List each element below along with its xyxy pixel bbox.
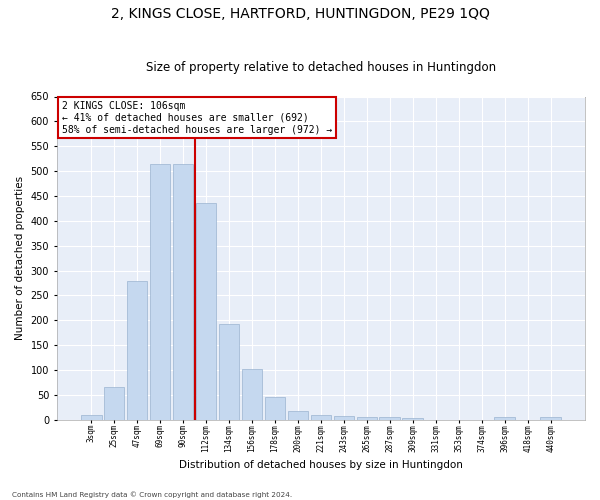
Bar <box>287 412 308 420</box>
Bar <box>150 164 170 420</box>
Title: Size of property relative to detached houses in Huntingdon: Size of property relative to detached ho… <box>146 62 496 74</box>
Text: Contains HM Land Registry data © Crown copyright and database right 2024.: Contains HM Land Registry data © Crown c… <box>12 492 292 498</box>
Bar <box>127 280 148 420</box>
X-axis label: Distribution of detached houses by size in Huntingdon: Distribution of detached houses by size … <box>179 460 463 470</box>
Bar <box>494 418 515 420</box>
Bar <box>311 415 331 420</box>
Text: 2, KINGS CLOSE, HARTFORD, HUNTINGDON, PE29 1QQ: 2, KINGS CLOSE, HARTFORD, HUNTINGDON, PE… <box>110 8 490 22</box>
Bar <box>104 388 124 420</box>
Bar <box>265 397 285 420</box>
Bar <box>81 415 101 420</box>
Bar <box>242 368 262 420</box>
Bar <box>196 204 217 420</box>
Y-axis label: Number of detached properties: Number of detached properties <box>15 176 25 340</box>
Bar <box>173 164 193 420</box>
Text: 2 KINGS CLOSE: 106sqm
← 41% of detached houses are smaller (692)
58% of semi-det: 2 KINGS CLOSE: 106sqm ← 41% of detached … <box>62 102 332 134</box>
Bar <box>334 416 354 420</box>
Bar <box>218 324 239 420</box>
Bar <box>356 418 377 420</box>
Bar <box>403 418 423 420</box>
Bar <box>541 418 561 420</box>
Bar <box>379 418 400 420</box>
